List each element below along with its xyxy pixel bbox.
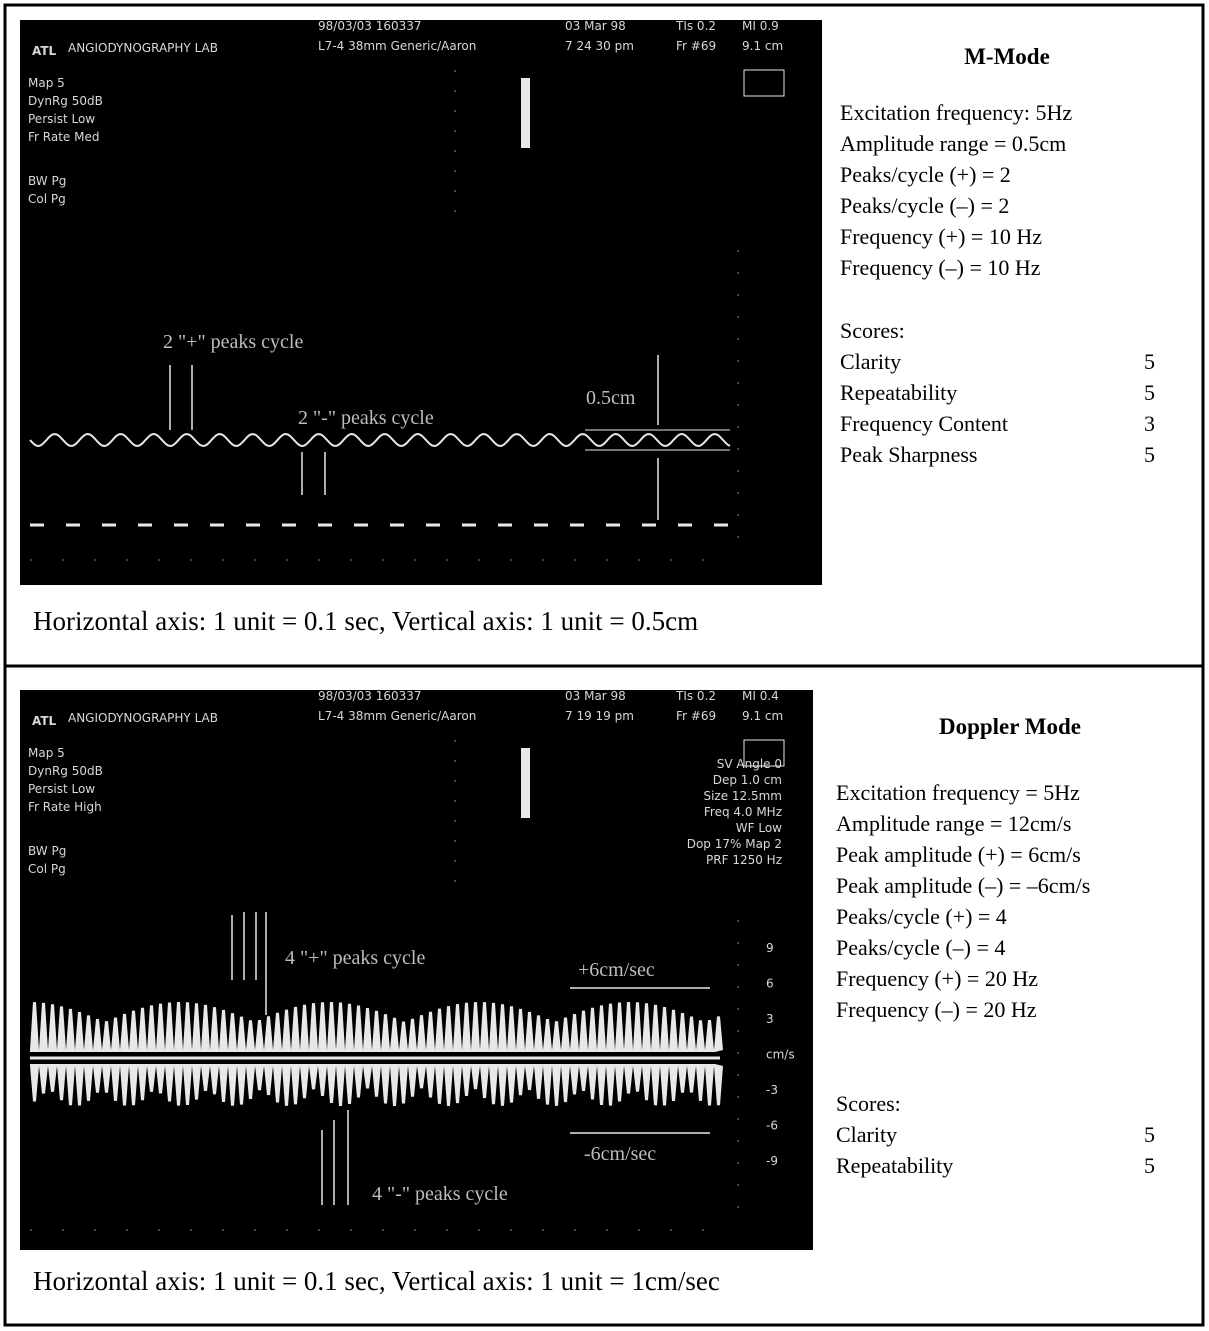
header-line: L7-4 38mm Generic/Aaron xyxy=(318,39,476,53)
ultrasound-screen xyxy=(20,690,813,1250)
header-line: 98/03/03 160337 xyxy=(318,689,422,703)
annotation: +6cm/sec xyxy=(578,959,655,981)
detail-line: Peaks/cycle (–) = 4 xyxy=(836,935,1005,960)
score-value: 5 xyxy=(1144,349,1155,374)
lab-name: ANGIODYNOGRAPHY LAB xyxy=(68,711,218,725)
date-line: 03 Mar 98 xyxy=(565,689,626,703)
mode: Col Pg xyxy=(28,192,66,206)
logo: ATL xyxy=(32,714,57,728)
doppler-setting: Freq 4.0 MHz xyxy=(704,805,782,819)
tis-line: Fr #69 xyxy=(676,39,716,53)
score-name: Clarity xyxy=(840,349,901,374)
marker xyxy=(521,78,530,148)
scores-label: Scores: xyxy=(836,1091,901,1116)
detail-line: Frequency (–) = 20 Hz xyxy=(836,997,1037,1022)
doppler-setting: Dep 1.0 cm xyxy=(713,773,782,787)
mi-line: 9.1 cm xyxy=(742,39,783,53)
setting: Fr Rate High xyxy=(28,800,102,814)
setting: Persist Low xyxy=(28,782,95,796)
mi-line: MI 0.9 xyxy=(742,19,779,33)
panel-title: M-Mode xyxy=(964,44,1050,69)
header-line: L7-4 38mm Generic/Aaron xyxy=(318,709,476,723)
annotation: 2 "-" peaks cycle xyxy=(298,407,434,429)
detail-line: Peaks/cycle (+) = 2 xyxy=(840,162,1011,187)
date-line: 7 24 30 pm xyxy=(565,39,634,53)
mi-line: 9.1 cm xyxy=(742,709,783,723)
tis-line: TIs 0.2 xyxy=(675,19,716,33)
detail-line: Amplitude range = 12cm/s xyxy=(836,811,1071,836)
detail-line: Peak amplitude (+) = 6cm/s xyxy=(836,842,1081,867)
scale-label: -6 xyxy=(766,1119,778,1133)
detail-line: Amplitude range = 0.5cm xyxy=(840,131,1066,156)
caption: Horizontal axis: 1 unit = 0.1 sec, Verti… xyxy=(33,606,698,636)
doppler-setting: PRF 1250 Hz xyxy=(706,853,782,867)
lab-name: ANGIODYNOGRAPHY LAB xyxy=(68,41,218,55)
setting: Fr Rate Med xyxy=(28,130,99,144)
setting: Map 5 xyxy=(28,746,65,760)
panel-title: Doppler Mode xyxy=(939,714,1081,739)
annotation: 4 "+" peaks cycle xyxy=(285,947,425,969)
tis-line: TIs 0.2 xyxy=(675,689,716,703)
detail-line: Frequency (+) = 10 Hz xyxy=(840,224,1042,249)
annotation: 2 "+" peaks cycle xyxy=(163,331,303,353)
doppler-setting: Size 12.5mm xyxy=(703,789,782,803)
detail-line: Frequency (–) = 10 Hz xyxy=(840,255,1041,280)
scale-label: 9 xyxy=(766,941,774,955)
detail-line: Excitation frequency: 5Hz xyxy=(840,100,1072,125)
tis-line: Fr #69 xyxy=(676,709,716,723)
logo: ATL xyxy=(32,44,57,58)
caption: Horizontal axis: 1 unit = 0.1 sec, Verti… xyxy=(33,1266,720,1296)
setting: DynRg 50dB xyxy=(28,94,103,108)
scale-label: cm/s xyxy=(766,1048,795,1062)
doppler-setting: WF Low xyxy=(736,821,782,835)
annotation: -6cm/sec xyxy=(584,1143,656,1165)
score-value: 5 xyxy=(1144,442,1155,467)
detail-line: Peaks/cycle (+) = 4 xyxy=(836,904,1007,929)
score-value: 3 xyxy=(1144,411,1155,436)
score-name: Repeatability xyxy=(836,1153,953,1178)
score-value: 5 xyxy=(1144,380,1155,405)
detail-line: Frequency (+) = 20 Hz xyxy=(836,966,1038,991)
annotation: 0.5cm xyxy=(586,387,636,409)
setting: Persist Low xyxy=(28,112,95,126)
score-name: Repeatability xyxy=(840,380,957,405)
scale-label: 3 xyxy=(766,1012,774,1026)
ultrasound-screen xyxy=(20,20,822,585)
detail-line: Excitation frequency = 5Hz xyxy=(836,780,1080,805)
score-name: Frequency Content xyxy=(840,411,1008,436)
marker xyxy=(521,748,530,818)
date-line: 03 Mar 98 xyxy=(565,19,626,33)
figure: ATL ANGIODYNOGRAPHY LAB 98/03/03 160337 L7-… xyxy=(0,0,1209,1331)
scale-label: -3 xyxy=(766,1083,778,1097)
score-value: 5 xyxy=(1144,1153,1155,1178)
detail-line: Peaks/cycle (–) = 2 xyxy=(840,193,1009,218)
annotation: 4 "-" peaks cycle xyxy=(372,1183,508,1205)
setting: Map 5 xyxy=(28,76,65,90)
setting: DynRg 50dB xyxy=(28,764,103,778)
score-name: Peak Sharpness xyxy=(840,442,977,467)
mode: Col Pg xyxy=(28,862,66,876)
detail-line: Peak amplitude (–) = –6cm/s xyxy=(836,873,1090,898)
score-name: Clarity xyxy=(836,1122,897,1147)
scale-label: 6 xyxy=(766,977,774,991)
header-line: 98/03/03 160337 xyxy=(318,19,422,33)
score-value: 5 xyxy=(1144,1122,1155,1147)
date-line: 7 19 19 pm xyxy=(565,709,634,723)
doppler-setting: Dop 17% Map 2 xyxy=(687,837,782,851)
mi-line: MI 0.4 xyxy=(742,689,779,703)
mode: BW Pg xyxy=(28,844,66,858)
mode: BW Pg xyxy=(28,174,66,188)
doppler-setting: SV Angle 0 xyxy=(717,757,782,771)
scores-label: Scores: xyxy=(840,318,905,343)
scale-label: -9 xyxy=(766,1154,778,1168)
